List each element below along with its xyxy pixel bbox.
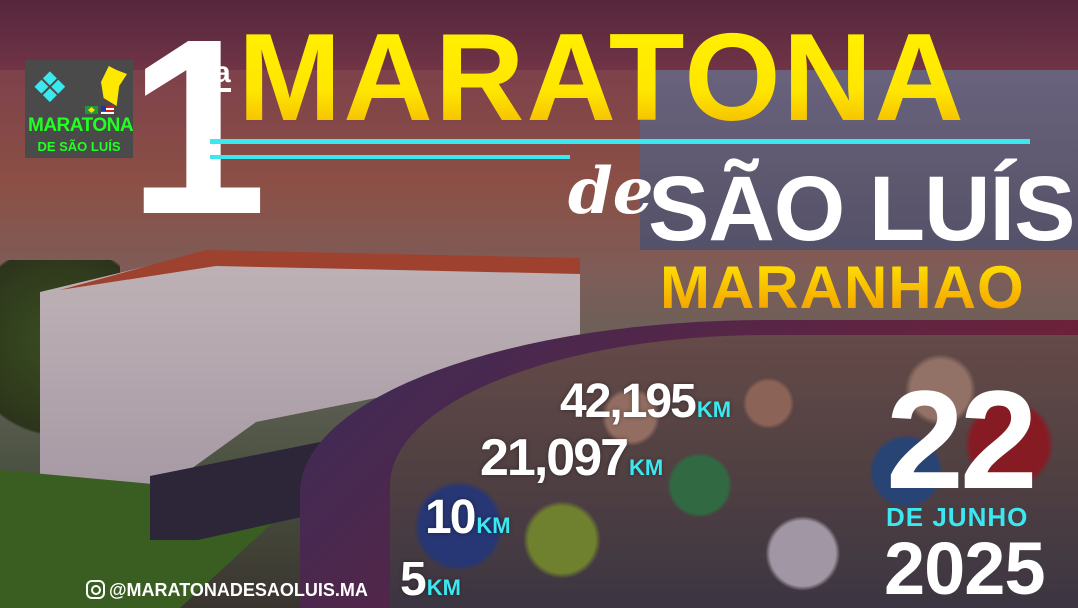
maranhao-map-icon (101, 66, 127, 106)
distance-marathon: 42,195KM (560, 375, 732, 428)
divider-line-short (210, 155, 570, 159)
event-title: MARATONA (238, 9, 966, 147)
distance-half-marathon: 21,097KM (480, 429, 664, 487)
logo-text: MARATONA (28, 115, 134, 136)
background-bay (640, 70, 1078, 250)
background-sky (0, 0, 1078, 70)
instagram-handle-text: @MARATONADESAOLUIS.MA (109, 579, 368, 600)
divider-line (210, 139, 1030, 144)
state-name: MARANHAO (660, 254, 1025, 321)
runners-crowd-photo (390, 335, 1078, 608)
maranhao-flag-icon (101, 106, 114, 114)
distance-5k: 5KM (400, 553, 461, 606)
logo-subtext: DE SÃO LUÍS (37, 139, 121, 154)
edition-number: 1 (128, 0, 267, 266)
event-year: 2025 (884, 527, 1046, 608)
instagram-handle: @MARATONADESAOLUIS.MA (86, 580, 368, 599)
ornament-icon: ❖ (31, 63, 69, 112)
city-name: SÃO LUÍS (648, 158, 1075, 260)
brazil-flag-icon (85, 106, 98, 114)
distance-10k: 10KM (425, 491, 511, 544)
edition-ordinal-suffix: a (214, 58, 231, 92)
event-month: DE JUNHO (886, 502, 1029, 532)
event-day: 22 (886, 361, 1038, 518)
title-connector: de (568, 154, 654, 229)
instagram-icon (86, 580, 105, 599)
event-logo: ❖ MARATONA DE SÃO LUÍS (25, 60, 134, 158)
